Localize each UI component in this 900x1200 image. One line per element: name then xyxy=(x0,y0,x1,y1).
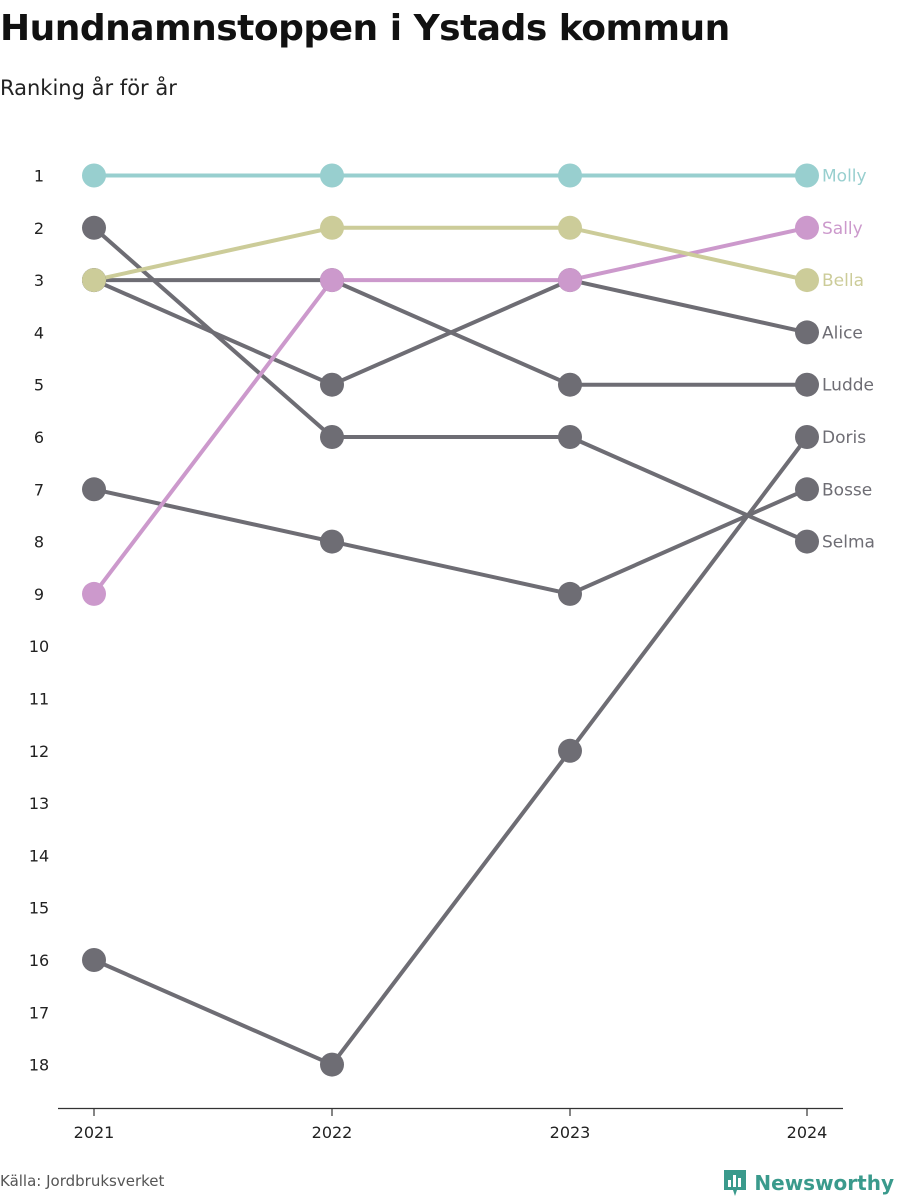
data-point-ludde xyxy=(558,372,582,397)
brand[interactable]: Newsworthy xyxy=(722,1168,894,1198)
series-label-alice: Alice xyxy=(822,323,863,343)
data-point-selma xyxy=(320,425,344,449)
data-point-molly xyxy=(795,163,819,188)
data-point-selma xyxy=(558,425,582,449)
data-point-bella xyxy=(795,268,819,293)
series-label-bosse: Bosse xyxy=(822,480,872,500)
y-tick-label: 6 xyxy=(34,428,44,447)
data-point-sally xyxy=(82,581,106,606)
data-point-doris xyxy=(558,738,582,763)
y-tick-label: 3 xyxy=(34,271,44,290)
y-tick-label: 1 xyxy=(34,167,44,186)
chart-subtitle: Ranking år för år xyxy=(0,76,177,100)
y-tick-label: 18 xyxy=(29,1056,49,1075)
x-tick-label: 2024 xyxy=(787,1123,828,1142)
chart-title: Hundnamnstoppen i Ystads kommun xyxy=(0,8,730,49)
data-point-doris xyxy=(320,1052,344,1077)
data-point-bosse xyxy=(320,529,344,554)
y-tick-label: 5 xyxy=(34,376,44,395)
data-point-selma xyxy=(82,215,106,240)
y-tick-label: 15 xyxy=(29,899,49,918)
y-tick-label: 7 xyxy=(34,480,44,499)
data-point-sally xyxy=(558,268,582,293)
y-tick-label: 4 xyxy=(34,323,44,342)
y-tick-label: 13 xyxy=(29,794,49,813)
series-label-ludde: Ludde xyxy=(822,376,874,396)
data-point-alice xyxy=(795,320,819,345)
y-tick-label: 8 xyxy=(34,533,44,552)
y-tick-label: 12 xyxy=(29,742,49,761)
data-point-bella xyxy=(320,215,344,240)
data-point-molly xyxy=(558,163,582,188)
series-line-bosse xyxy=(92,487,809,596)
series-line-sally xyxy=(92,225,809,596)
series-label-molly: Molly xyxy=(822,167,867,187)
x-tick-label: 2022 xyxy=(312,1123,353,1142)
data-point-sally xyxy=(320,268,344,293)
data-point-sally xyxy=(795,215,819,240)
y-tick-label: 2 xyxy=(34,219,44,238)
brand-name: Newsworthy xyxy=(754,1171,894,1195)
data-point-doris xyxy=(795,425,819,449)
x-tick-label: 2021 xyxy=(74,1123,115,1142)
y-tick-label: 14 xyxy=(29,846,49,865)
data-point-bosse xyxy=(82,477,106,502)
y-tick-label: 16 xyxy=(29,951,49,970)
y-tick-label: 9 xyxy=(34,585,44,604)
series-label-doris: Doris xyxy=(822,428,866,448)
data-point-bosse xyxy=(795,477,819,502)
series-label-sally: Sally xyxy=(822,219,863,239)
y-tick-label: 11 xyxy=(29,690,49,709)
y-tick-label: 10 xyxy=(29,637,49,656)
series-line-selma xyxy=(92,225,809,544)
series-line-bella xyxy=(92,225,809,283)
data-point-bosse xyxy=(558,581,582,606)
series-label-bella: Bella xyxy=(822,271,864,291)
data-point-bella xyxy=(558,215,582,240)
data-point-molly xyxy=(320,163,344,188)
data-point-bella xyxy=(82,268,106,293)
data-point-selma xyxy=(795,529,819,554)
series-label-selma: Selma xyxy=(822,533,875,553)
x-tick-label: 2023 xyxy=(550,1123,591,1142)
newsworthy-logo-icon xyxy=(724,1170,747,1196)
data-point-alice xyxy=(320,372,344,397)
data-point-ludde xyxy=(795,372,819,397)
series-line-doris xyxy=(92,435,809,1067)
series-line-ludde xyxy=(92,278,809,387)
data-point-doris xyxy=(82,948,106,972)
y-tick-label: 17 xyxy=(29,1003,49,1022)
data-point-molly xyxy=(82,163,106,188)
source-note: Källa: Jordbruksverket xyxy=(0,1172,165,1190)
